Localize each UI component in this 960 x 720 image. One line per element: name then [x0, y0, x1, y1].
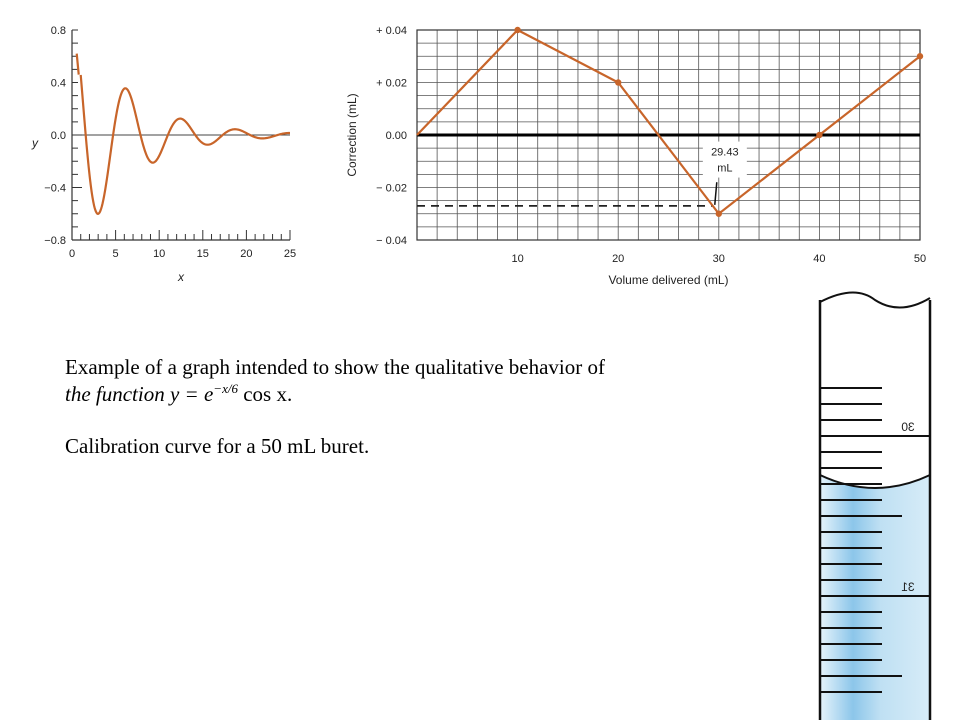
y-tick-label: 0.00	[386, 130, 407, 142]
buret-calibration-chart: 29.43 mL 10 20 30 40 50 + 0.04 + 0.02 0.00 − 0.02 −…	[345, 25, 926, 287]
y-axis-title: y	[31, 136, 39, 150]
y-tick-label: + 0.04	[376, 25, 407, 37]
data-point	[615, 79, 622, 86]
data-point	[514, 26, 521, 34]
y-tick-label: −0.8	[44, 235, 66, 247]
caption-buret-calibration: Calibration curve for a 50 mL buret.	[65, 434, 370, 458]
caption-qualitative-behavior: Example of a graph intended to show the …	[65, 354, 765, 408]
data-point	[715, 210, 722, 217]
caption-exponent: −x/6	[213, 381, 238, 396]
calibration-line	[416, 28, 921, 216]
caption-line-2-prefix: the function y = e	[65, 382, 214, 406]
data-point	[816, 131, 823, 139]
annotation-pointer	[714, 182, 718, 205]
x-tick-label: 25	[284, 248, 296, 260]
buret-scale-label: 31	[901, 580, 915, 594]
y-tick-label: − 0.02	[376, 183, 407, 195]
buret-rim	[819, 291, 931, 309]
x-axis-title: Volume delivered (mL)	[608, 273, 728, 287]
x-tick-label: 0	[69, 248, 75, 260]
buret-illustration: 30 31	[818, 291, 932, 720]
damped-cosine-chart: 0 5 10 15 20 25 0.8 0.4 0.0 −0.4 −0.8 x y	[31, 25, 296, 284]
y-tick-label: 0.0	[51, 130, 66, 142]
x-tick-label: 15	[197, 248, 209, 260]
x-tick-label: 10	[153, 248, 165, 260]
annotation-value: 29.43	[711, 147, 739, 159]
x-tick-label: 40	[813, 253, 825, 265]
annotation-unit: mL	[717, 163, 732, 175]
x-tick-label: 30	[713, 253, 725, 265]
y-axis-title: Correction (mL)	[345, 93, 359, 176]
x-tick-label: 5	[113, 248, 119, 260]
y-tick-label: 0.8	[51, 25, 66, 37]
x-tick-label: 50	[914, 253, 926, 265]
curve-clip-stub	[75, 53, 80, 75]
buret-scale-label: 30	[901, 420, 915, 434]
caption-line-1: Example of a graph intended to show the …	[65, 355, 606, 379]
x-tick-label: 10	[511, 253, 523, 265]
buret-meniscus	[819, 474, 931, 489]
annotation-background	[702, 141, 747, 178]
x-tick-label: 20	[240, 248, 252, 260]
buret-fluid	[820, 475, 930, 720]
data-point	[916, 53, 924, 60]
y-tick-label: + 0.02	[376, 78, 407, 90]
x-tick-label: 20	[612, 253, 624, 265]
x-axis-title: x	[177, 270, 185, 284]
y-tick-label: −0.4	[44, 183, 66, 195]
y-tick-label: − 0.04	[376, 235, 407, 247]
caption-line-2-suffix: cos x.	[237, 382, 293, 406]
y-tick-label: 0.4	[51, 78, 66, 90]
damped-cosine-line	[79, 74, 290, 215]
